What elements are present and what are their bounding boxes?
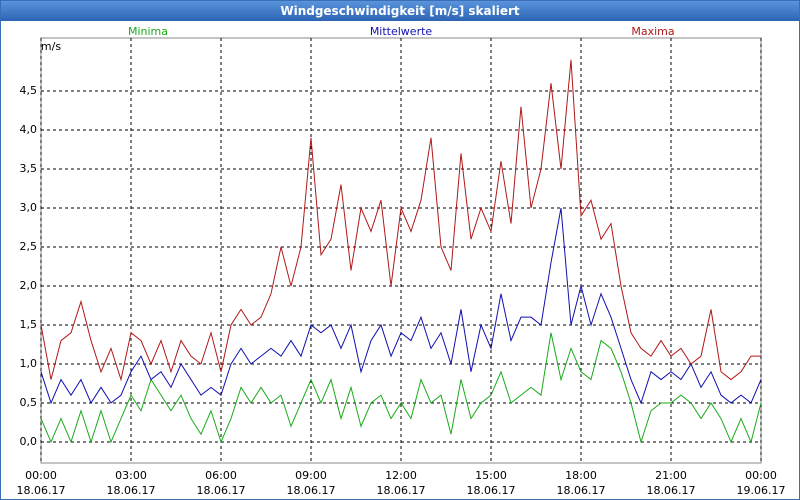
y-tick-label: 1,5 [20, 318, 38, 331]
y-axis-label: m/s [41, 40, 61, 53]
legend-entry: Maxima [631, 25, 674, 38]
x-tick-label: 21:00 18.06.17 [646, 469, 696, 497]
y-tick-label: 4,5 [20, 84, 38, 97]
x-tick-label: 06:00 18.06.17 [196, 469, 246, 497]
x-tick-label: 03:00 18.06.17 [106, 469, 156, 497]
data-line [40, 332, 762, 444]
x-tick-label: 09:00 18.06.17 [286, 469, 336, 497]
y-tick-label: 2,0 [20, 279, 38, 292]
x-tick-label: 18:00 18.06.17 [556, 469, 606, 497]
y-tick-label: 0,0 [20, 435, 38, 448]
legend-entry: Mittelwerte [370, 25, 433, 38]
legend-entry: Minima [128, 25, 168, 38]
y-tick-label: 3,5 [20, 162, 38, 175]
y-tick-label: 1,0 [20, 357, 38, 370]
y-tick-label: 3,0 [20, 201, 38, 214]
x-tick-label: 00:00 18.06.17 [16, 469, 66, 497]
x-tick-label: 12:00 18.06.17 [376, 469, 426, 497]
data-line [40, 59, 761, 382]
x-tick-label: 15:00 18.06.17 [466, 469, 516, 497]
y-tick-label: 4,0 [20, 123, 38, 136]
chart-title: Windgeschwindigkeit [m/s] skaliert [1, 1, 799, 21]
x-tick-label: 00:00 19.06.17 [736, 469, 786, 497]
y-tick-label: 2,5 [20, 240, 38, 253]
y-tick-label: 0,5 [20, 396, 38, 409]
data-line [40, 207, 762, 405]
